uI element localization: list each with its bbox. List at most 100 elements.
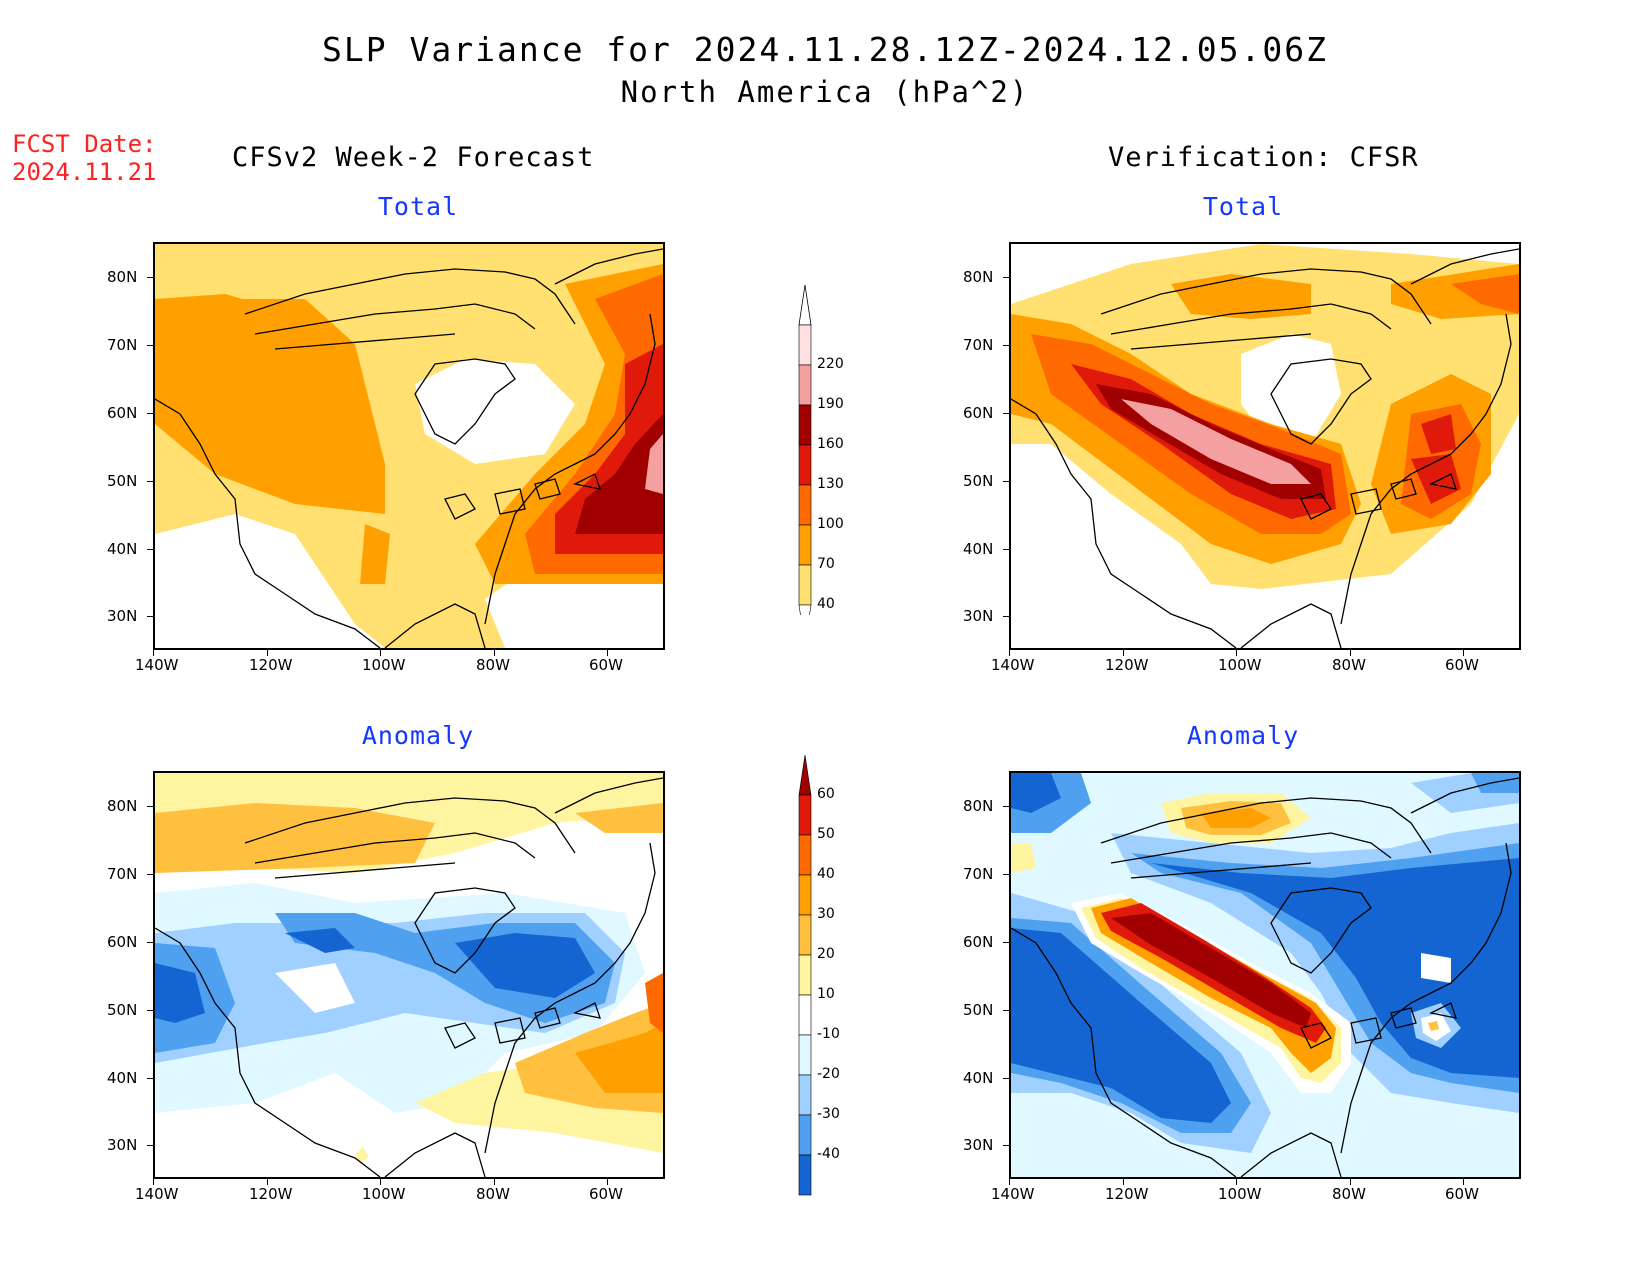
colorbar-segment	[798, 1114, 812, 1156]
colorbar-label: 10	[817, 986, 835, 1002]
colorbar-segment	[798, 954, 812, 996]
main-title: SLP Variance for 2024.11.28.12Z-2024.12.…	[322, 30, 1328, 69]
lat-tick	[147, 413, 153, 414]
lon-tick	[1009, 1179, 1010, 1185]
colorbar-label: 70	[817, 556, 835, 572]
lat-tick-label: 70N	[107, 865, 138, 883]
lat-tick	[147, 616, 153, 617]
colorbar-label: -40	[817, 1146, 840, 1162]
lon-tick	[1009, 650, 1010, 656]
lon-tick-label: 140W	[135, 656, 179, 674]
lon-tick-label: 140W	[991, 656, 1035, 674]
forecast-total-map	[153, 242, 665, 650]
colorbar-label: -30	[817, 1106, 840, 1122]
lat-tick-label: 30N	[107, 607, 138, 625]
colorbar-segment	[798, 564, 812, 606]
lat-tick	[1003, 413, 1009, 414]
lon-tick-label: 60W	[1445, 656, 1479, 674]
colorbar-segment	[798, 484, 812, 526]
forecast-total-title: Total	[377, 192, 459, 221]
colorbar-segment	[798, 874, 812, 916]
lat-tick-label: 30N	[963, 1136, 994, 1154]
colorbar-label: 20	[817, 946, 835, 962]
verification-column-title: Verification: CFSR	[1108, 142, 1419, 173]
lat-tick	[1003, 1145, 1009, 1146]
lon-tick	[1236, 650, 1237, 656]
lon-tick	[1123, 650, 1124, 656]
lon-tick-label: 100W	[362, 1185, 406, 1203]
lat-tick	[1003, 1078, 1009, 1079]
colorbar-label: 190	[817, 396, 844, 412]
lat-tick	[1003, 277, 1009, 278]
lon-tick	[153, 650, 154, 656]
lon-tick	[607, 1179, 608, 1185]
lat-tick	[147, 874, 153, 875]
lon-tick-label: 140W	[991, 1185, 1035, 1203]
lon-tick-label: 60W	[1445, 1185, 1479, 1203]
lat-tick-label: 80N	[963, 268, 994, 286]
fcst-label: FCST Date:	[12, 130, 157, 158]
lat-tick-label: 40N	[963, 540, 994, 558]
colorbar-segment	[798, 324, 812, 366]
verification-anomaly-title: Anomaly	[1186, 721, 1300, 750]
colorbar-segment	[798, 1074, 812, 1116]
lat-tick-label: 50N	[107, 1001, 138, 1019]
colorbar-segment	[798, 524, 812, 566]
colorbar-segment	[798, 794, 812, 836]
colorbar-segment	[798, 994, 812, 1036]
lon-tick	[267, 1179, 268, 1185]
lat-tick	[147, 1010, 153, 1011]
colorbar-label: 40	[817, 596, 835, 612]
main-subtitle: North America (hPa^2)	[620, 75, 1030, 109]
lat-tick	[1003, 616, 1009, 617]
lat-tick	[147, 345, 153, 346]
anomaly-colorbar	[798, 755, 812, 1196]
lat-tick-label: 80N	[107, 268, 138, 286]
lon-tick	[267, 650, 268, 656]
colorbar-segment	[798, 914, 812, 956]
verification-anomaly-map	[1009, 771, 1521, 1179]
lat-tick	[147, 806, 153, 807]
colorbar-segment	[798, 1034, 812, 1076]
lat-tick-label: 40N	[107, 1069, 138, 1087]
lon-tick-label: 60W	[589, 1185, 623, 1203]
colorbar-segment	[798, 1154, 812, 1196]
lat-tick-label: 50N	[963, 472, 994, 490]
lon-tick	[380, 650, 381, 656]
lat-tick-label: 30N	[107, 1136, 138, 1154]
lat-tick-label: 80N	[107, 797, 138, 815]
lat-tick-label: 50N	[963, 1001, 994, 1019]
lon-tick-label: 80W	[476, 1185, 510, 1203]
lon-tick-label: 100W	[1218, 1185, 1262, 1203]
lon-tick-label: 100W	[362, 656, 406, 674]
lat-tick	[1003, 806, 1009, 807]
lat-tick-label: 70N	[963, 865, 994, 883]
colorbar-label: -20	[817, 1066, 840, 1082]
lat-tick-label: 60N	[963, 404, 994, 422]
colorbar-arrow	[798, 755, 812, 796]
colorbar-segment	[798, 834, 812, 876]
lat-tick	[1003, 345, 1009, 346]
forecast-column-title: CFSv2 Week-2 Forecast	[232, 142, 595, 173]
lat-tick	[147, 277, 153, 278]
lat-tick-label: 60N	[107, 404, 138, 422]
lat-tick	[1003, 1010, 1009, 1011]
colorbar-label: 50	[817, 826, 835, 842]
colorbar-label: 40	[817, 866, 835, 882]
lat-tick-label: 60N	[963, 933, 994, 951]
colorbar-label: 100	[817, 516, 844, 532]
colorbar-label: 130	[817, 476, 844, 492]
lon-tick-label: 140W	[135, 1185, 179, 1203]
lon-tick	[607, 650, 608, 656]
lat-tick-label: 30N	[963, 607, 994, 625]
lon-tick	[1350, 1179, 1351, 1185]
colorbar-label: -10	[817, 1026, 840, 1042]
lon-tick	[1123, 1179, 1124, 1185]
lon-tick	[1350, 650, 1351, 656]
lat-tick-label: 70N	[963, 336, 994, 354]
verification-total-title: Total	[1202, 192, 1284, 221]
total-colorbar	[798, 285, 812, 615]
lon-tick	[494, 650, 495, 656]
lon-tick-label: 80W	[1332, 656, 1366, 674]
forecast-anomaly-title: Anomaly	[361, 721, 475, 750]
